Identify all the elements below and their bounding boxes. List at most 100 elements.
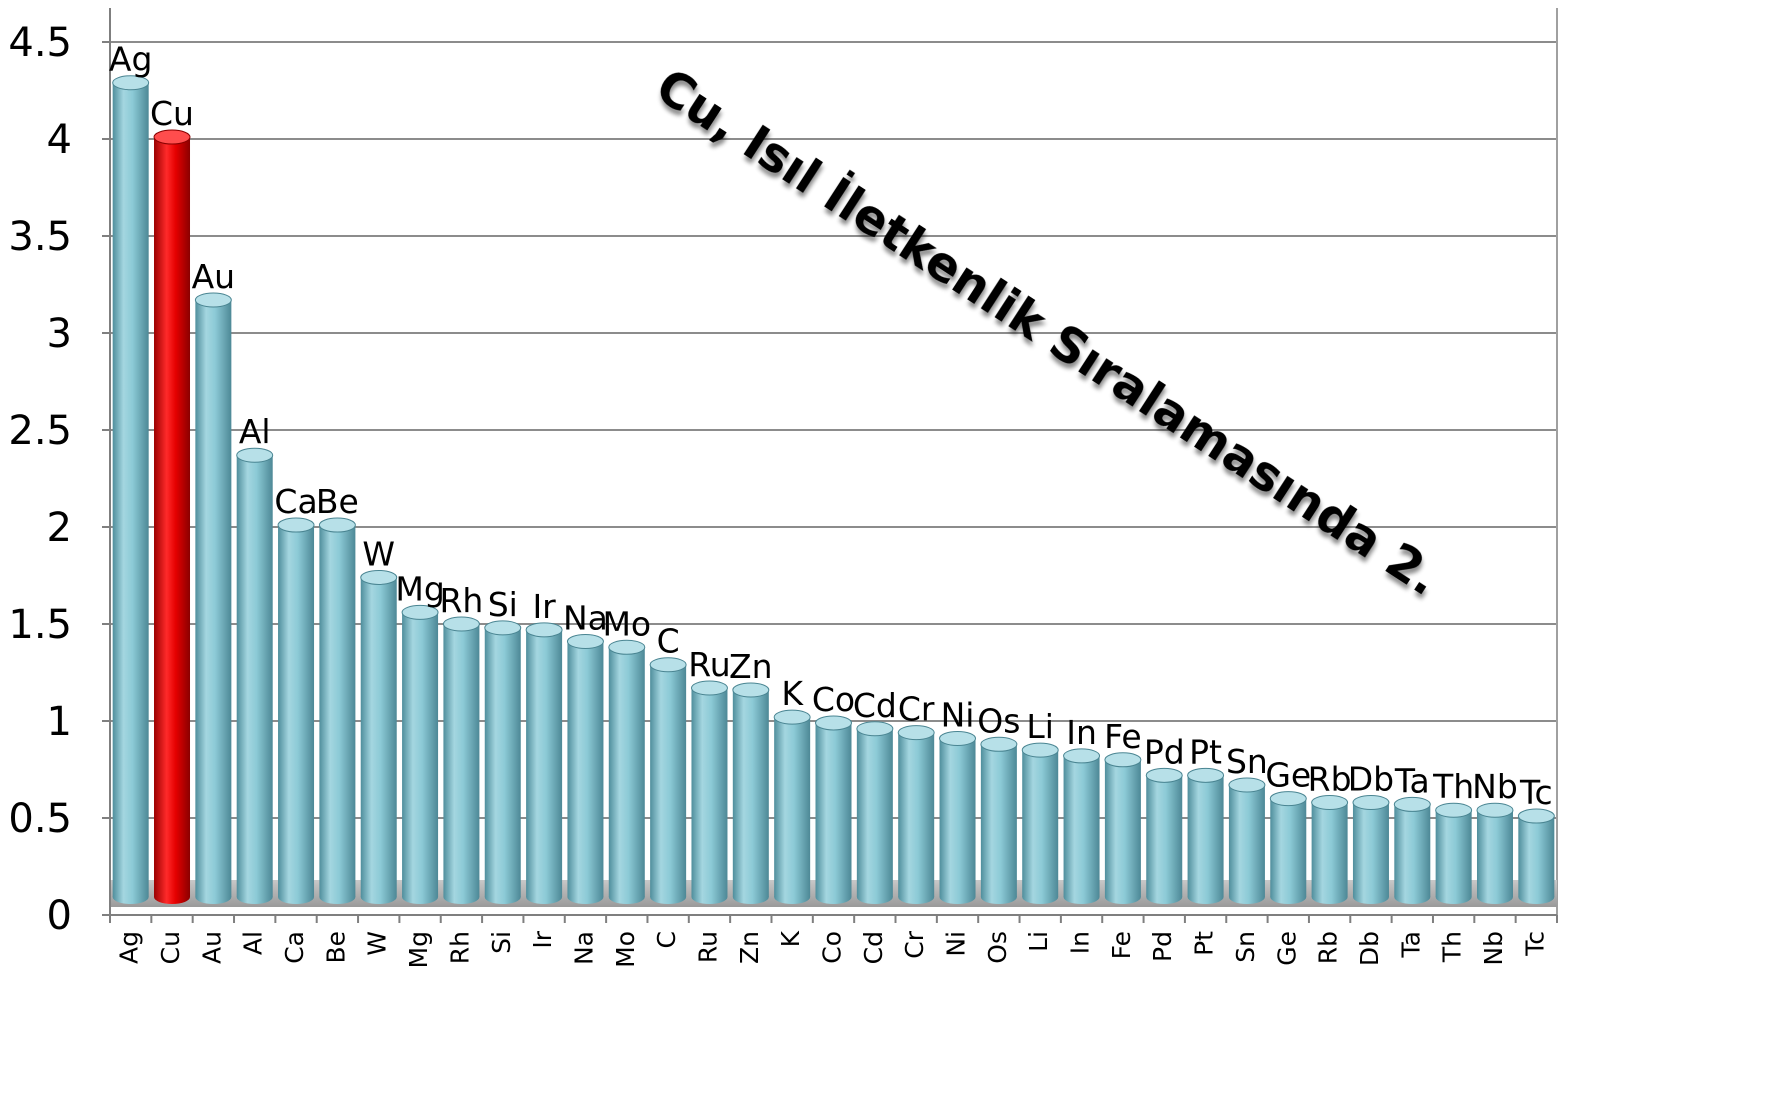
- bar-base: [815, 890, 852, 904]
- bar-body: [1394, 804, 1431, 897]
- data-label-rh: Rh: [439, 581, 483, 620]
- bar-base: [567, 890, 604, 904]
- data-label-zn: Zn: [729, 647, 773, 686]
- bar-base: [1476, 890, 1513, 904]
- bar-mo: [608, 639, 646, 904]
- x-tick-label-cd: Cd: [859, 931, 888, 964]
- bar-body: [154, 137, 191, 897]
- data-label-in: In: [1066, 713, 1097, 752]
- bar-base: [112, 890, 149, 904]
- x-tick-label-al: Al: [239, 931, 268, 955]
- data-label-w: W: [362, 534, 395, 573]
- bar-base: [898, 890, 935, 904]
- bar-cr: [897, 725, 935, 904]
- x-tick-label-sn: Sn: [1231, 931, 1260, 963]
- bar-au: [194, 292, 232, 904]
- bar-cap: [1393, 796, 1431, 812]
- bar-cap: [1311, 794, 1349, 810]
- bar-cap: [1269, 791, 1307, 807]
- bar-db: [1352, 794, 1390, 904]
- bar-cap: [815, 715, 852, 731]
- bar-cap: [980, 736, 1018, 752]
- data-label-mo: Mo: [602, 604, 651, 643]
- bar-body: [112, 82, 149, 898]
- x-tick-label-pt: Pt: [1190, 931, 1219, 956]
- x-tick-label-na: Na: [569, 931, 598, 965]
- x-tick-label-ge: Ge: [1272, 931, 1301, 966]
- bar-base: [1022, 890, 1059, 904]
- bar-be: [318, 517, 356, 904]
- bar-os: [980, 736, 1018, 904]
- x-tick-label-ir: Ir: [528, 930, 557, 948]
- y-tick-label: 3.5: [8, 214, 72, 260]
- bar-base: [608, 890, 645, 904]
- data-label-pd: Pd: [1144, 732, 1185, 771]
- bar-base: [939, 890, 976, 904]
- data-label-ge: Ge: [1265, 756, 1311, 795]
- y-tick-label: 2.5: [8, 408, 72, 454]
- x-tick-label-mg: Mg: [404, 931, 433, 968]
- data-label-cu: Cu: [150, 94, 194, 133]
- x-tick-label-rb: Rb: [1314, 931, 1343, 964]
- bar-cap: [732, 682, 770, 698]
- data-label-co: Co: [812, 680, 855, 719]
- bar-cap: [1104, 752, 1142, 768]
- bar-ge: [1269, 791, 1307, 904]
- bar-cap: [690, 680, 728, 696]
- x-tick-label-pd: Pd: [1148, 931, 1177, 962]
- bar-base: [980, 890, 1017, 904]
- bar-cap: [1145, 767, 1183, 783]
- data-label-au: Au: [192, 257, 236, 296]
- bar-sn: [1228, 777, 1266, 904]
- x-tick-label-rh: Rh: [445, 931, 474, 964]
- bar-body: [1435, 810, 1472, 897]
- y-tick-label: 3: [47, 311, 72, 357]
- bar-cap: [939, 730, 977, 746]
- bar-body: [360, 577, 397, 897]
- x-tick-label-k: K: [776, 930, 805, 947]
- bar-ru: [690, 680, 728, 904]
- bar-cap: [566, 633, 604, 649]
- bar-cap: [897, 725, 935, 741]
- bar-body: [1228, 785, 1265, 897]
- bar-base: [195, 890, 232, 904]
- bar-pt: [1187, 767, 1225, 904]
- bar-cu: [153, 129, 191, 904]
- bar-cap: [442, 616, 480, 632]
- x-tick-label-zn: Zn: [735, 931, 764, 964]
- data-label-fe: Fe: [1104, 717, 1141, 756]
- bar-cap: [1021, 742, 1059, 758]
- bar-base: [319, 890, 356, 904]
- y-tick-label: 2: [47, 505, 72, 551]
- bar-cap: [773, 709, 811, 725]
- data-label-be: Be: [316, 482, 359, 521]
- bar-k: [773, 709, 811, 904]
- data-label-al: Al: [239, 412, 271, 451]
- data-label-os: Os: [977, 701, 1020, 740]
- bar-base: [360, 890, 397, 904]
- x-tick-label-li: Li: [1024, 931, 1053, 952]
- bar-base: [443, 890, 480, 904]
- bar-body: [1518, 816, 1555, 897]
- bar-co: [815, 715, 852, 904]
- bar-body: [1146, 775, 1183, 897]
- bar-base: [154, 890, 191, 904]
- bar-body: [443, 624, 480, 897]
- y-tick-label: 0: [47, 893, 72, 939]
- bar-cap: [649, 657, 687, 673]
- bar-base: [1352, 890, 1389, 904]
- x-tick-label-th: Th: [1438, 931, 1467, 963]
- data-label-c: C: [657, 622, 680, 661]
- bar-base: [1435, 890, 1472, 904]
- bar-body: [319, 525, 356, 897]
- data-label-nb: Nb: [1472, 767, 1518, 806]
- bar-body: [1311, 802, 1348, 897]
- bar-cap: [318, 517, 356, 533]
- bar-w: [360, 569, 398, 904]
- bar-in: [1063, 748, 1101, 904]
- bar-body: [815, 722, 852, 897]
- bar-body: [195, 300, 232, 897]
- bar-body: [608, 647, 645, 897]
- bar-na: [566, 633, 604, 904]
- bar-cap: [856, 721, 894, 737]
